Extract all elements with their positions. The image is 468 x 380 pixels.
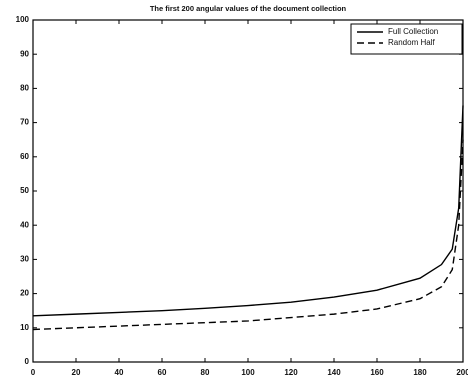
y-tick-label: 20 [20,289,29,298]
y-tick-label: 60 [20,152,29,161]
x-tick-label: 80 [201,368,210,377]
x-tick-label: 40 [115,368,124,377]
x-tick-label: 160 [370,368,384,377]
data-line [32,105,464,317]
legend-label: Full Collection [388,27,438,36]
y-tick-label: 100 [16,15,30,24]
x-tick-label: 100 [241,368,255,377]
x-tick-label: 20 [72,368,81,377]
x-tick-label: 60 [158,368,167,377]
y-tick-label: 0 [25,357,30,366]
data-line [32,139,464,331]
x-tick-label: 180 [413,368,427,377]
y-tick-label: 70 [20,118,29,127]
y-tick-label: 50 [20,186,29,195]
legend-box [350,23,463,55]
legend-label: Random Half [388,38,435,47]
x-tick-label: 120 [284,368,298,377]
y-tick-label: 90 [20,49,29,58]
plot-frame [32,19,464,363]
x-tick-label: 0 [31,368,36,377]
y-tick-label: 10 [20,323,29,332]
y-tick-label: 40 [20,220,29,229]
legend: Full Collection Random Half [350,23,463,55]
chart-title: The first 200 angular values of the docu… [150,4,347,13]
y-tick-label: 30 [20,255,29,264]
x-tick-label: 140 [327,368,341,377]
y-tick-label: 80 [20,84,29,93]
x-tick-label: 200 [456,368,468,377]
